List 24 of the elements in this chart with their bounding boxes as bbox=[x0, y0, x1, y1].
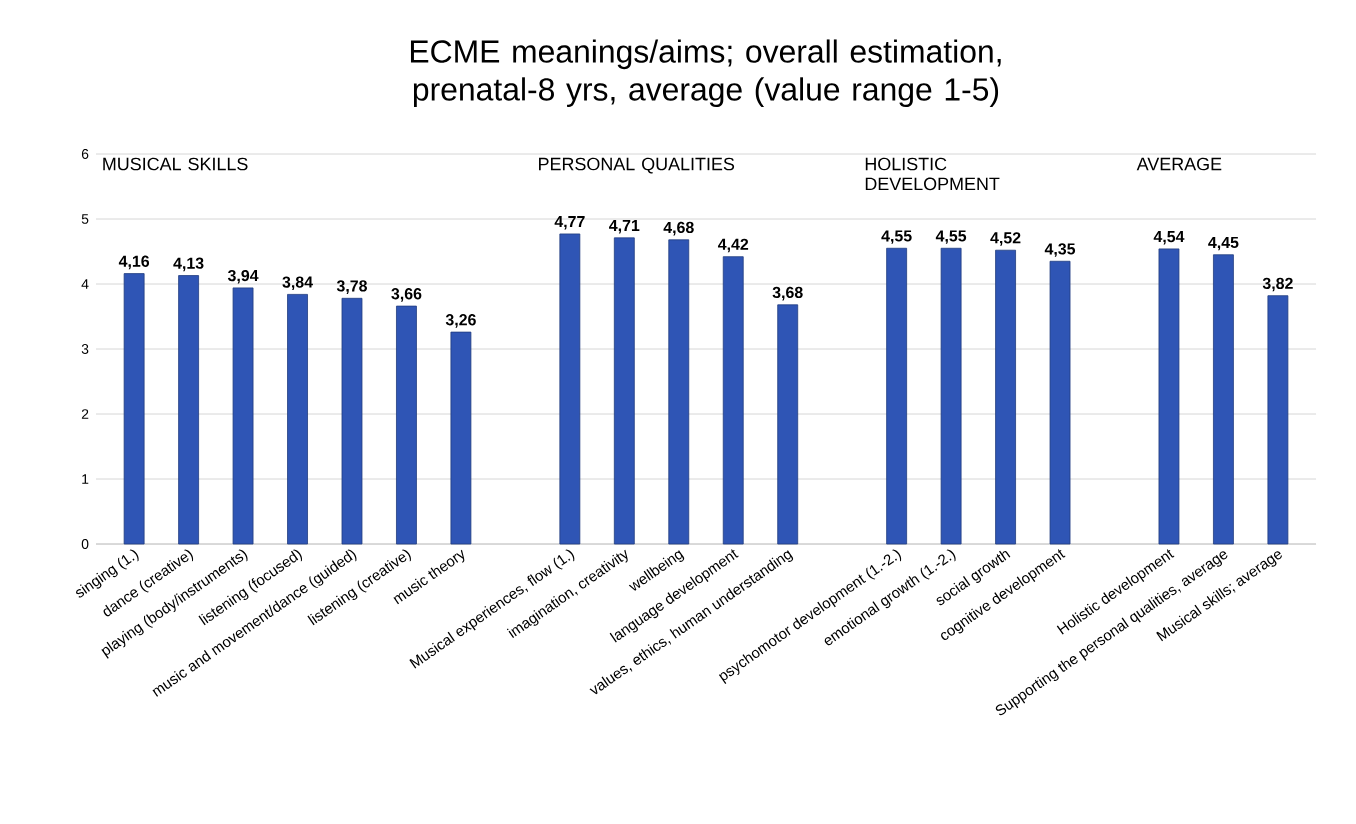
bar bbox=[1267, 295, 1289, 545]
bar bbox=[613, 237, 635, 545]
bar bbox=[396, 305, 417, 545]
bar bbox=[940, 247, 962, 545]
annotation: PERSONAL QUALITIES bbox=[539, 157, 735, 174]
bar bbox=[668, 239, 690, 545]
bar bbox=[777, 304, 799, 545]
bar bbox=[178, 275, 199, 545]
bar bbox=[341, 297, 363, 545]
bar bbox=[1049, 260, 1071, 545]
bar bbox=[287, 294, 308, 545]
annotation: HOLISTIC DEVELOPMENT bbox=[865, 157, 1000, 191]
bar bbox=[123, 273, 145, 545]
bar bbox=[722, 256, 744, 545]
bar bbox=[559, 233, 581, 545]
bar bbox=[995, 249, 1016, 545]
annotation: MUSICAL SKILLS bbox=[103, 157, 248, 171]
bar bbox=[886, 247, 908, 545]
bar bbox=[450, 331, 472, 545]
bar bbox=[232, 287, 254, 545]
bar bbox=[1158, 248, 1180, 545]
chart-title: ECME meanings/aims; overall estimation, prenatal-8 yrs, average (value range 1-5) bbox=[410, 39, 1001, 108]
annotation: AVERAGE bbox=[1136, 157, 1222, 171]
bar bbox=[1213, 254, 1234, 545]
